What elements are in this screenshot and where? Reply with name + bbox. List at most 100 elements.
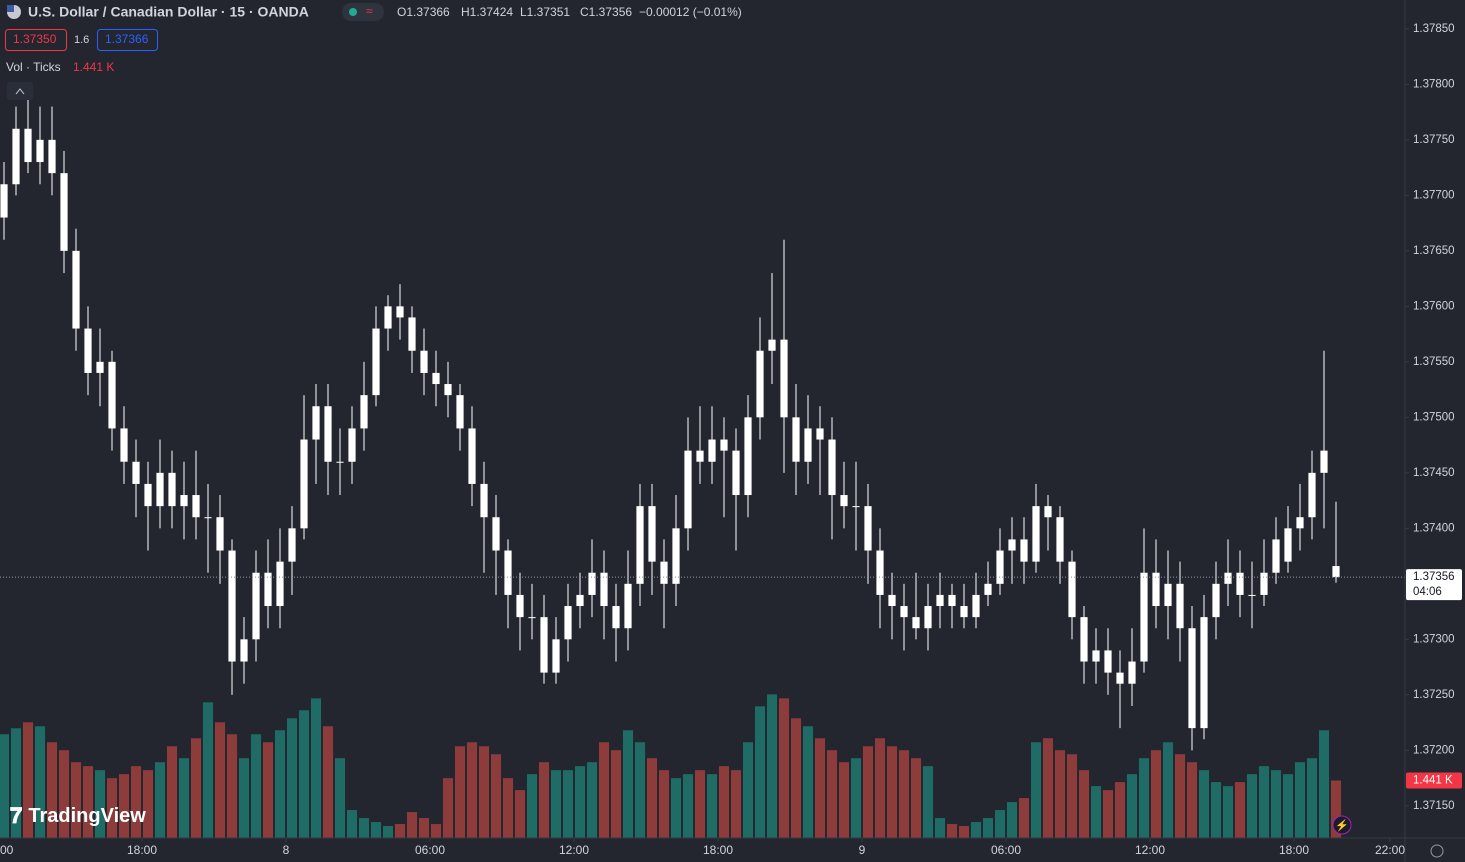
flag-icon — [7, 5, 14, 12]
candle-body — [24, 128, 32, 163]
candle-body — [1236, 572, 1244, 595]
spread: 1.6 — [74, 34, 89, 46]
y-tick-label: 1.37700 — [1413, 189, 1455, 201]
candle-body — [456, 395, 464, 429]
candle-body — [300, 439, 308, 529]
last-price-label: 1.37356 — [1413, 571, 1455, 583]
volume-bar — [562, 770, 574, 838]
volume-bar — [754, 706, 766, 838]
volume-bar — [322, 726, 334, 838]
candle-body — [12, 128, 20, 185]
candle-body — [288, 528, 296, 562]
volume-bar — [778, 698, 790, 838]
candle-body — [480, 483, 488, 518]
candle-body — [312, 406, 320, 440]
volume-bar — [130, 766, 142, 838]
candle-body — [900, 606, 908, 618]
volume-bar — [1150, 750, 1162, 838]
volume-bar — [430, 824, 442, 838]
volume-legend: Vol · Ticks — [6, 60, 61, 74]
price-pane — [0, 95, 1405, 751]
volume-bar — [1222, 786, 1234, 838]
settings-button[interactable] — [1430, 844, 1444, 858]
volume-bar — [622, 730, 634, 838]
y-tick-label: 1.37850 — [1413, 23, 1455, 35]
candle-body — [408, 317, 416, 351]
volume-bar — [22, 722, 34, 838]
last-volume-box — [1406, 772, 1462, 789]
volume-bar — [214, 722, 226, 838]
symbol-title[interactable]: U.S. Dollar / Canadian Dollar · 15 · OAN… — [28, 4, 309, 20]
candle-body — [360, 395, 368, 429]
candle-body — [1224, 572, 1232, 584]
volume-bar — [286, 718, 298, 838]
assistant-icon: ⚡ — [1335, 819, 1349, 832]
candle-body — [72, 250, 80, 329]
collapse-button[interactable] — [7, 82, 33, 100]
candle-body — [1092, 650, 1100, 662]
candle-body — [792, 417, 800, 462]
candle-body — [204, 517, 212, 519]
volume-bar — [82, 766, 94, 838]
candle-body — [804, 428, 812, 462]
status-pill[interactable] — [342, 3, 384, 21]
candle-body — [732, 450, 740, 496]
bid-button[interactable] — [5, 29, 67, 51]
candle-body — [840, 495, 848, 507]
candle-body — [684, 450, 692, 529]
volume-bar — [766, 694, 778, 838]
candle-body — [96, 361, 104, 373]
candle-body — [768, 339, 776, 351]
volume-bar — [466, 742, 478, 838]
candle-body — [1128, 661, 1136, 684]
ask-button[interactable] — [97, 29, 158, 51]
volume-bar — [610, 750, 622, 838]
candle-body — [48, 139, 56, 174]
candle-body — [120, 428, 128, 462]
y-tick-label: 1.37400 — [1413, 522, 1455, 534]
volume-bar — [1054, 750, 1066, 838]
candle-body — [1140, 572, 1148, 662]
candle-body — [384, 306, 392, 329]
x-tick-label: 06:00 — [991, 843, 1021, 857]
candle-body — [216, 517, 224, 551]
candle-body — [636, 506, 644, 584]
y-tick-label: 1.37450 — [1413, 467, 1455, 479]
candle-body — [876, 550, 884, 595]
volume-bar — [310, 698, 322, 838]
candle-body — [168, 472, 176, 507]
volume-bar — [166, 746, 178, 838]
y-tick-label: 1.37150 — [1413, 800, 1455, 812]
volume-bar — [118, 774, 130, 838]
volume-bar — [490, 754, 502, 838]
candle-body — [1080, 617, 1088, 662]
volume-bar — [46, 742, 58, 838]
volume-bar — [1042, 738, 1054, 838]
volume-bar — [634, 742, 646, 838]
candle-body — [276, 561, 284, 607]
watermark: 𝟕 TradingView — [10, 803, 146, 828]
volume-bar — [1090, 786, 1102, 838]
candle-body — [468, 428, 476, 484]
candle-body — [264, 572, 272, 607]
y-tick-label: 1.37250 — [1413, 689, 1455, 701]
volume-bar — [1174, 754, 1186, 838]
candle-body — [1332, 566, 1340, 578]
assistant-button[interactable] — [1332, 815, 1352, 835]
candle-body — [240, 639, 248, 662]
volume-bar — [502, 778, 514, 838]
x-tick-label: 18:00 — [703, 843, 733, 857]
candle-body — [1188, 628, 1196, 729]
volume-bar — [1030, 742, 1042, 838]
volume-bar — [970, 822, 982, 838]
volume-bar — [994, 810, 1006, 838]
candle-body — [708, 439, 716, 462]
ohlc-low: L1.37351 — [520, 5, 570, 19]
volume-bar — [658, 770, 670, 838]
ohlc-change: −0.00012 (−0.01%) — [639, 5, 742, 19]
y-tick-label: 1.37550 — [1413, 356, 1455, 368]
volume-bar — [1186, 762, 1198, 838]
candle-body — [60, 173, 68, 251]
candle-body — [1200, 617, 1208, 729]
